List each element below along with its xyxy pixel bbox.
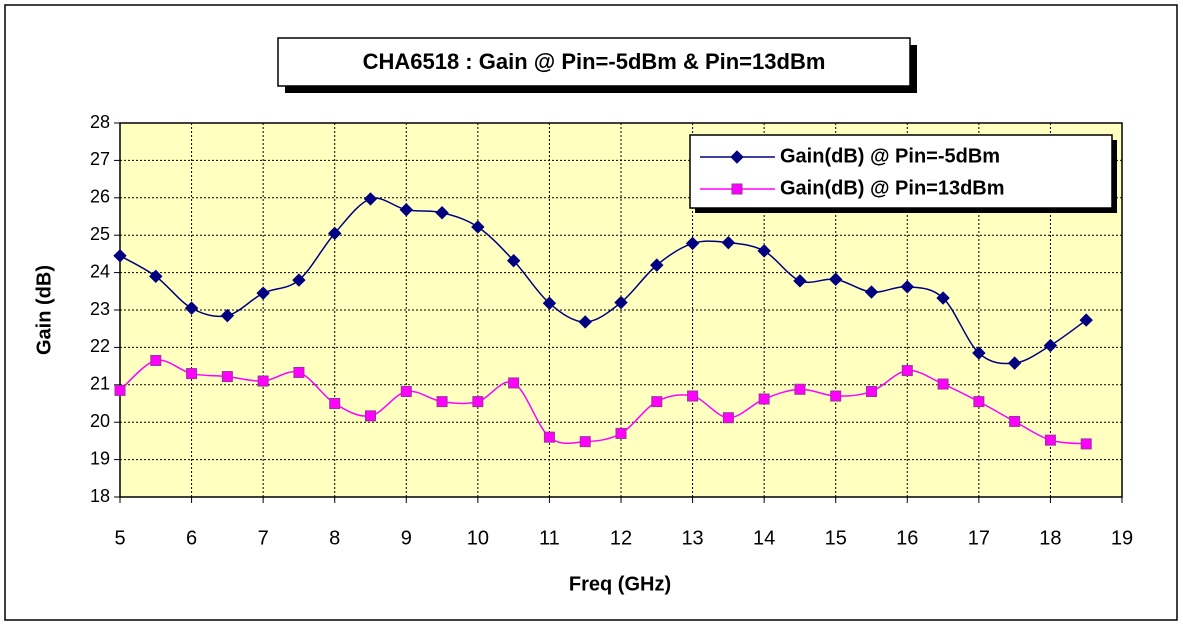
marker <box>329 398 341 409</box>
marker <box>936 291 950 305</box>
marker <box>722 412 734 424</box>
y-tick-label: 23 <box>90 299 110 319</box>
marker <box>866 386 877 398</box>
x-tick-label: 13 <box>681 527 703 549</box>
marker <box>901 365 913 377</box>
marker <box>864 285 879 299</box>
y-tick-label: 21 <box>90 374 110 394</box>
marker <box>651 396 663 408</box>
y-tick-label: 28 <box>90 112 110 132</box>
y-tick-label: 24 <box>90 261 110 281</box>
x-tick-label: 14 <box>753 527 775 549</box>
marker <box>1007 356 1022 370</box>
chart-title: CHA6518 : Gain @ Pin=-5dBm & Pin=13dBm <box>363 49 826 74</box>
x-tick-label: 5 <box>114 527 125 549</box>
x-tick-label: 7 <box>258 527 269 549</box>
x-tick-label: 17 <box>968 527 990 549</box>
marker <box>506 253 521 268</box>
y-tick-label: 22 <box>90 336 110 356</box>
marker <box>614 295 628 310</box>
x-tick-label: 18 <box>1039 527 1061 549</box>
marker <box>721 235 736 250</box>
x-tick-label: 9 <box>401 527 412 549</box>
y-tick-label: 26 <box>90 187 110 207</box>
marker <box>973 396 985 408</box>
marker <box>149 269 163 284</box>
legend-label: Gain(dB) @ Pin=13dBm <box>780 177 1005 199</box>
marker <box>365 410 376 422</box>
marker <box>399 203 413 217</box>
marker <box>292 273 306 287</box>
marker <box>1080 438 1092 450</box>
y-tick-label: 27 <box>90 149 110 169</box>
marker <box>543 431 555 443</box>
marker <box>900 280 914 294</box>
marker <box>220 308 235 323</box>
x-tick-label: 12 <box>610 527 632 549</box>
series-line <box>119 197 1087 365</box>
marker <box>256 286 270 300</box>
marker <box>972 346 986 360</box>
legend-label: Gain(dB) @ Pin=-5dBm <box>780 145 1000 167</box>
marker <box>472 396 484 408</box>
x-tick-label: 6 <box>186 527 197 549</box>
x-tick-label: 8 <box>329 527 340 549</box>
y-tick-label: 25 <box>90 224 110 244</box>
marker <box>542 296 557 310</box>
y-tick-label: 19 <box>90 448 110 468</box>
marker <box>436 396 448 408</box>
marker <box>685 236 700 251</box>
marker <box>758 393 770 405</box>
marker <box>730 150 744 164</box>
marker <box>578 315 592 329</box>
marker <box>471 220 485 234</box>
marker <box>1079 313 1093 327</box>
title-box <box>277 37 911 87</box>
marker <box>731 183 743 195</box>
marker <box>221 371 233 383</box>
x-tick-label: 16 <box>896 527 918 549</box>
marker <box>328 226 342 241</box>
marker <box>150 354 162 366</box>
marker <box>793 274 807 288</box>
marker <box>184 301 199 315</box>
x-tick-label: 11 <box>539 527 560 549</box>
x-tick-label: 15 <box>825 527 847 549</box>
y-axis-label: Gain (dB) <box>33 265 55 355</box>
marker <box>435 206 449 220</box>
marker <box>293 366 305 378</box>
marker <box>186 368 198 380</box>
marker <box>257 375 269 387</box>
legend: Gain(dB) @ Pin=-5dBm Gain(dB) @ Pin=13dBm <box>689 134 1117 213</box>
marker <box>650 258 664 272</box>
marker <box>363 192 378 206</box>
marker <box>687 390 699 402</box>
marker <box>1009 415 1021 427</box>
marker <box>113 249 127 263</box>
x-tick-label: 10 <box>467 527 489 549</box>
marker <box>757 244 771 258</box>
marker <box>400 386 412 398</box>
marker <box>1043 338 1058 353</box>
marker <box>830 390 842 402</box>
x-axis-label: Freq (GHz) <box>569 573 671 595</box>
marker <box>937 378 949 390</box>
marker <box>794 383 806 395</box>
x-tick-label: 19 <box>1111 527 1133 549</box>
marker <box>829 272 843 287</box>
legend-box <box>689 134 1113 209</box>
y-tick-label: 18 <box>90 486 110 506</box>
marker <box>1044 434 1056 446</box>
series-line <box>119 359 1087 445</box>
y-tick-label: 20 <box>90 411 110 431</box>
marker <box>114 384 126 396</box>
marker <box>615 427 627 439</box>
marker <box>579 436 591 448</box>
marker <box>508 377 520 389</box>
plot-frame <box>119 122 1123 498</box>
